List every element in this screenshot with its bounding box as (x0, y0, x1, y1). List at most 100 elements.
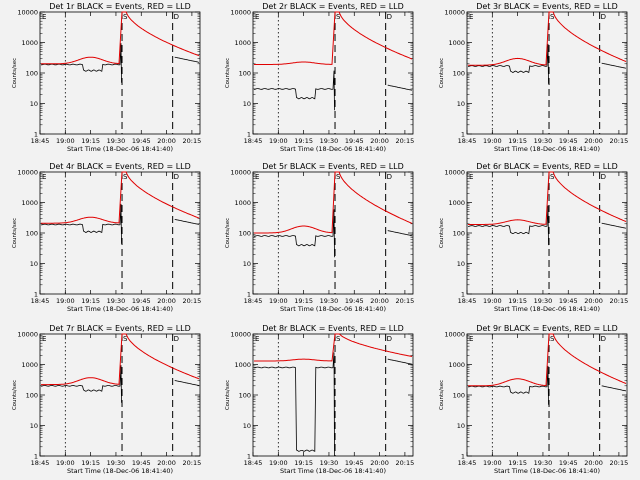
y-tick-label: 1000 (234, 199, 251, 207)
x-tick-label: 18:45 (244, 459, 263, 467)
x-axis-label: Start Time (18-Dec-06 18:41:40) (494, 305, 600, 313)
events-series-black-tail (174, 56, 200, 63)
y-tick-label: 1 (34, 291, 38, 299)
event-marker-e: E (42, 335, 46, 343)
x-tick-label: 20:00 (157, 297, 176, 305)
x-tick-label: 20:15 (610, 137, 629, 145)
panel-title: Det 5r BLACK = Events, RED = LLD (262, 162, 404, 171)
panel-title: Det 8r BLACK = Events, RED = LLD (262, 324, 404, 333)
x-tick-label: 20:00 (370, 137, 389, 145)
event-marker-s: S (550, 13, 555, 21)
y-tick-label: 10000 (230, 9, 251, 17)
x-tick-label: 19:45 (132, 137, 151, 145)
event-marker-s: S (123, 173, 128, 181)
y-tick-label: 1 (34, 131, 38, 139)
x-tick-label: 18:45 (31, 137, 50, 145)
chart-panel-6: Det 6r BLACK = Events, RED = LLD 1 10 100 10… (439, 162, 628, 313)
x-tick-label: 20:00 (584, 297, 603, 305)
panel-title: Det 7r BLACK = Events, RED = LLD (49, 324, 191, 333)
x-tick-label: 19:00 (56, 459, 75, 467)
plot-frame (466, 11, 628, 135)
y-tick-label: 10000 (230, 331, 251, 339)
y-tick-label: 1000 (21, 39, 38, 47)
y-tick-label: 1 (461, 291, 465, 299)
x-tick-label: 20:15 (610, 297, 629, 305)
x-axis-label: Start Time (18-Dec-06 18:41:40) (280, 467, 386, 475)
events-series-black-tail (174, 219, 200, 225)
x-axis-label: Start Time (18-Dec-06 18:41:40) (494, 467, 600, 475)
x-tick-label: 19:45 (559, 137, 578, 145)
x-tick-label: 19:15 (81, 459, 100, 467)
y-tick-label: 100 (26, 70, 38, 78)
chart-panel-9: Det 9r BLACK = Events, RED = LLD 1 10 100 10… (439, 324, 628, 475)
x-tick-label: 20:15 (183, 297, 202, 305)
x-tick-label: 20:15 (610, 459, 629, 467)
panel-title: Det 9r BLACK = Events, RED = LLD (476, 324, 618, 333)
events-series-black-tail (601, 62, 627, 69)
y-tick-label: 1 (34, 453, 38, 461)
y-tick-label: 10000 (444, 169, 465, 177)
y-axis-label: Counts/sec (439, 380, 445, 410)
x-tick-label: 19:15 (81, 137, 100, 145)
chart-panel-1: Det 1r BLACK = Events, RED = LLD 1 10 100 10… (12, 2, 201, 153)
event-marker-e: E (469, 173, 473, 181)
y-tick-label: 10 (457, 422, 465, 430)
plot-frame (252, 11, 414, 135)
y-tick-label: 1000 (234, 39, 251, 47)
x-tick-label: 19:15 (81, 297, 100, 305)
y-tick-label: 100 (453, 230, 465, 238)
y-tick-label: 1000 (448, 199, 465, 207)
y-axis-label: Counts/sec (12, 380, 18, 410)
y-tick-label: 100 (453, 70, 465, 78)
y-axis-label: Counts/sec (439, 58, 445, 88)
y-axis-label: Counts/sec (12, 58, 18, 88)
events-series-black (467, 205, 549, 246)
x-axis-label: Start Time (18-Dec-06 18:41:40) (280, 305, 386, 313)
x-tick-label: 18:45 (244, 297, 263, 305)
x-tick-label: 19:45 (345, 459, 364, 467)
events-series-black (254, 70, 335, 111)
y-tick-label: 1000 (21, 361, 38, 369)
x-tick-label: 19:30 (534, 297, 553, 305)
events-series-black-tail (387, 84, 413, 91)
x-tick-label: 19:30 (320, 297, 339, 305)
y-tick-label: 100 (239, 230, 251, 238)
x-tick-label: 19:30 (107, 459, 126, 467)
x-axis-label: Start Time (18-Dec-06 18:41:40) (67, 145, 173, 153)
y-tick-label: 10000 (444, 9, 465, 17)
events-series-black-tail (601, 385, 627, 392)
x-tick-label: 19:30 (320, 137, 339, 145)
y-axis-label: Counts/sec (12, 218, 18, 248)
x-tick-label: 19:00 (56, 297, 75, 305)
y-tick-label: 10 (30, 100, 38, 108)
x-tick-label: 19:00 (483, 297, 502, 305)
events-series-black-tail (174, 380, 200, 386)
y-tick-label: 10000 (230, 169, 251, 177)
y-tick-label: 100 (453, 392, 465, 400)
y-tick-label: 10 (243, 100, 251, 108)
x-axis-label: Start Time (18-Dec-06 18:41:40) (67, 305, 173, 313)
x-tick-label: 19:15 (508, 459, 527, 467)
event-marker-d: D (174, 13, 179, 21)
y-tick-label: 1000 (21, 199, 38, 207)
x-tick-label: 19:45 (559, 459, 578, 467)
x-tick-label: 19:45 (559, 297, 578, 305)
plot-frame (466, 333, 628, 457)
lld-series-red (41, 171, 200, 224)
x-tick-label: 19:15 (508, 137, 527, 145)
y-tick-label: 10 (30, 422, 38, 430)
y-tick-label: 1 (461, 131, 465, 139)
plot-frame (39, 333, 201, 457)
x-tick-label: 19:30 (534, 137, 553, 145)
x-tick-label: 19:45 (132, 297, 151, 305)
x-tick-label: 19:45 (345, 297, 364, 305)
event-marker-d: D (601, 173, 606, 181)
x-tick-label: 19:00 (269, 137, 288, 145)
event-marker-d: D (174, 173, 179, 181)
event-marker-e: E (42, 13, 46, 21)
y-tick-label: 100 (26, 392, 38, 400)
x-tick-label: 19:45 (345, 137, 364, 145)
events-series-black (253, 352, 335, 457)
event-marker-s: S (123, 13, 128, 21)
